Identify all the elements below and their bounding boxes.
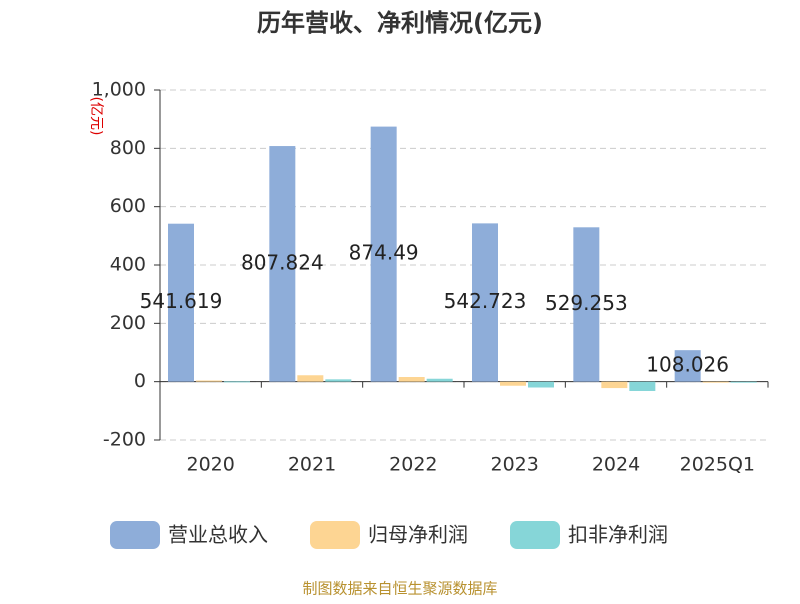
y-tick-label: 600 (110, 195, 146, 217)
x-tick-label: 2025Q1 (680, 454, 755, 476)
source-note: 制图数据来自恒生聚源数据库 (302, 580, 497, 598)
bar (573, 227, 600, 382)
data-label: 542.723 (444, 289, 527, 313)
bar (398, 377, 425, 382)
x-tick-label: 2024 (592, 454, 640, 476)
chart-title: 历年营收、净利情况(亿元) (257, 9, 543, 37)
y-tick-label: 1,000 (92, 79, 146, 101)
y-tick-label: 0 (134, 370, 146, 392)
bar (196, 380, 222, 382)
legend-swatch (310, 521, 360, 549)
bar (168, 223, 194, 382)
x-tick-label: 2021 (288, 454, 336, 476)
bar (297, 375, 324, 382)
bar (325, 379, 352, 382)
bar (528, 381, 554, 388)
y-tick-label: 800 (110, 137, 146, 159)
data-label: 529.253 (545, 291, 628, 315)
bar (269, 146, 296, 382)
bar (702, 381, 729, 383)
data-label: 874.49 (349, 241, 419, 265)
y-axis-label: (亿元) (88, 97, 104, 136)
y-tick-label: -200 (103, 429, 146, 451)
bar (224, 381, 250, 383)
bar (730, 381, 757, 383)
data-label: 108.026 (646, 352, 729, 376)
legend-label: 扣非净利润 (568, 523, 668, 547)
legend-swatch (110, 521, 160, 549)
x-tick-label: 2023 (490, 454, 538, 476)
bar (629, 381, 656, 391)
data-label: 541.619 (140, 289, 223, 313)
x-tick-label: 2020 (186, 454, 234, 476)
bar (370, 126, 397, 382)
legend-swatch (510, 521, 560, 549)
legend-label: 营业总收入 (168, 523, 268, 547)
bar (472, 223, 498, 382)
bar (601, 381, 628, 389)
data-label: 807.824 (241, 250, 324, 274)
x-tick-label: 2022 (389, 454, 437, 476)
bar (500, 381, 526, 386)
legend-label: 归母净利润 (368, 523, 468, 547)
y-tick-label: 200 (110, 312, 146, 334)
bar (426, 378, 453, 382)
bar (674, 350, 701, 382)
y-tick-label: 400 (110, 254, 146, 276)
